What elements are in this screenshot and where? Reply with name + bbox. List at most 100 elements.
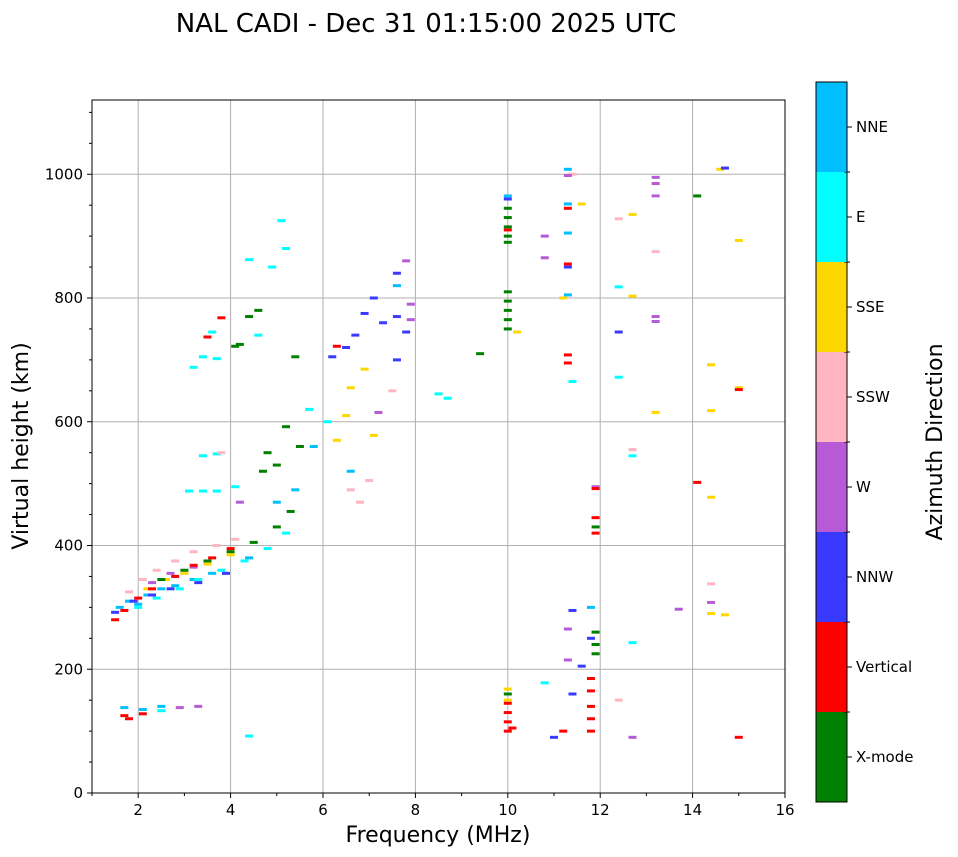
data-point-vertical	[563, 206, 572, 210]
data-point-x-mode	[245, 315, 254, 319]
data-point-vertical	[120, 608, 129, 612]
data-point-e	[282, 247, 291, 250]
colorbar-tick-label: SSW	[856, 388, 890, 406]
data-point-w	[707, 600, 716, 604]
data-point-e	[240, 559, 249, 563]
data-point-w	[674, 607, 683, 611]
data-point-w	[406, 318, 415, 322]
data-point-nnw	[392, 271, 401, 275]
data-point-w	[651, 182, 660, 186]
data-point-e	[628, 454, 637, 458]
data-point-sse	[203, 562, 212, 566]
data-point-sse	[734, 238, 743, 242]
chart-title: NAL CADI - Dec 31 01:15:00 2025 UTC	[176, 9, 676, 39]
data-point-e	[198, 454, 207, 458]
data-point-e	[212, 357, 221, 361]
data-point-nnw	[392, 315, 401, 319]
colorbar-segment-nnw	[816, 532, 847, 622]
data-point-e	[282, 531, 291, 535]
data-point-sse	[707, 495, 716, 499]
data-point-sse	[651, 410, 660, 414]
data-point-x-mode	[591, 630, 600, 634]
data-point-vertical	[138, 712, 147, 716]
data-point-nne	[586, 605, 595, 609]
data-point-w	[563, 173, 572, 177]
data-point-x-mode	[295, 445, 304, 448]
data-point-e	[434, 392, 443, 396]
data-point-vertical	[563, 361, 572, 365]
data-point-w	[148, 581, 157, 585]
x-tick-label: 6	[318, 801, 328, 819]
data-point-nne	[309, 445, 318, 448]
data-point-e	[175, 587, 184, 591]
data-point-nnw	[568, 692, 577, 696]
colorbar-tick-label: E	[856, 208, 865, 226]
data-point-x-mode	[258, 469, 267, 473]
data-point-vertical	[217, 316, 226, 320]
data-point-vertical	[332, 344, 341, 348]
data-point-w	[374, 410, 383, 414]
data-point-vertical	[586, 717, 595, 721]
colorbar-tick-label: NNW	[856, 568, 893, 586]
data-point-nne	[563, 202, 572, 206]
data-point-w	[175, 706, 184, 710]
data-point-sse	[226, 553, 235, 557]
data-point-x-mode	[503, 318, 512, 322]
data-point-vertical	[503, 711, 512, 715]
data-point-x-mode	[282, 425, 291, 429]
colorbar-tick-label: X-mode	[856, 748, 913, 766]
data-point-vertical	[563, 353, 572, 357]
data-point-vertical	[563, 262, 572, 266]
data-point-x-mode	[503, 692, 512, 696]
data-point-nnw	[166, 587, 175, 591]
data-point-vertical	[226, 547, 235, 551]
data-point-w	[235, 500, 244, 504]
data-point-vertical	[734, 735, 743, 739]
data-point-e	[263, 547, 272, 551]
data-point-x-mode	[291, 355, 300, 359]
data-point-sse	[559, 296, 568, 300]
y-tick-label: 0	[73, 784, 83, 802]
data-point-e	[217, 568, 226, 572]
data-point-sse	[360, 367, 369, 371]
data-point-w	[540, 256, 549, 260]
data-point-nnw	[328, 355, 337, 359]
data-point-x-mode	[180, 568, 189, 572]
data-point-w	[651, 315, 660, 319]
data-point-sse	[180, 571, 189, 575]
y-tick-label: 1000	[45, 165, 83, 183]
data-point-sse	[707, 612, 716, 616]
data-point-nnw	[342, 346, 351, 349]
data-point-nne	[138, 707, 147, 711]
data-point-nne	[346, 469, 355, 473]
data-point-sse	[346, 386, 355, 390]
data-point-x-mode	[263, 451, 272, 455]
data-point-vertical	[586, 677, 595, 681]
data-point-x-mode	[591, 643, 600, 646]
data-point-ssw	[189, 550, 198, 554]
data-point-x-mode	[231, 344, 240, 348]
plot-frame	[91, 99, 786, 794]
data-point-x-mode	[503, 308, 512, 312]
x-tick-label: 2	[133, 801, 143, 819]
data-point-nne	[503, 194, 512, 198]
data-point-x-mode	[157, 578, 166, 582]
data-point-sse	[503, 687, 512, 691]
y-tick-label: 400	[54, 537, 83, 555]
data-point-ssw	[124, 590, 133, 594]
x-tick-label: 12	[591, 801, 610, 819]
data-point-sse	[161, 578, 170, 582]
data-point-nne	[143, 593, 152, 597]
data-point-ssw	[614, 217, 623, 221]
data-point-vertical	[586, 704, 595, 708]
data-point-ssw	[388, 389, 397, 393]
colorbar-segment-x-mode	[816, 712, 847, 802]
data-point-e	[614, 375, 623, 379]
data-point-x-mode	[226, 550, 235, 554]
data-point-sse	[332, 438, 341, 442]
data-point-x-mode	[503, 290, 512, 294]
data-point-nne	[124, 599, 133, 603]
data-point-vertical	[120, 714, 129, 718]
data-point-e	[198, 355, 207, 359]
